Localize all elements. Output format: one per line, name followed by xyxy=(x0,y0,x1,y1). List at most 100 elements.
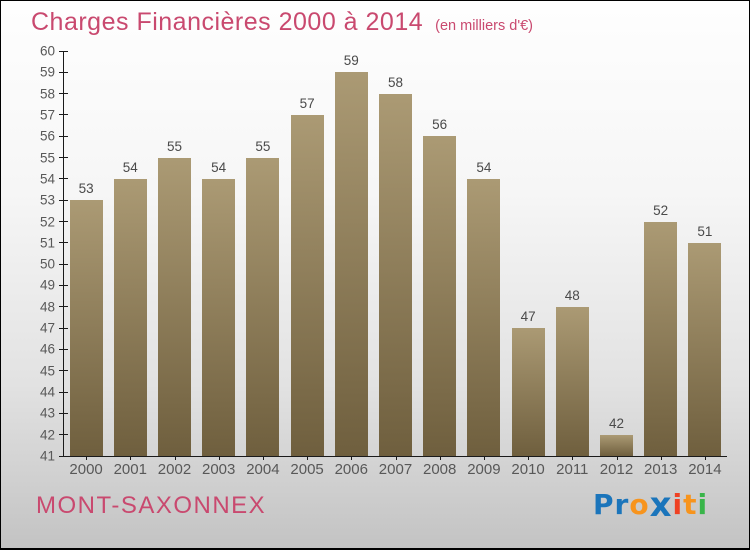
logo-letter: i xyxy=(672,488,684,521)
y-axis-tick-label: 43 xyxy=(39,405,55,421)
bar-value-label: 55 xyxy=(255,138,271,154)
y-axis-tick-label: 49 xyxy=(39,277,55,293)
x-axis-tick-label: 2007 xyxy=(378,461,413,478)
y-axis-tick-label: 46 xyxy=(39,341,55,357)
logo-letter: o xyxy=(629,488,650,521)
y-axis-tick xyxy=(59,71,68,73)
x-axis-tick xyxy=(704,456,706,460)
logo-letter: x xyxy=(649,485,673,525)
x-axis-tick xyxy=(439,456,441,460)
bar-value-label: 53 xyxy=(78,181,94,197)
plot-area: 41 42 43 44 45 46 47 48 49 50 51 52 53 54 55 56 57 58 59 60… xyxy=(40,44,727,478)
x-axis-tick-label: 2012 xyxy=(599,461,634,478)
logo-letter: P xyxy=(593,488,615,521)
x-axis-tick xyxy=(218,456,220,460)
bar-value-label: 54 xyxy=(122,159,138,175)
x-axis-tick xyxy=(307,456,309,460)
bar-2013 xyxy=(644,221,678,456)
bar-value-label: 59 xyxy=(343,53,359,69)
bar-value-label: 51 xyxy=(697,223,713,239)
y-axis-tick xyxy=(59,157,68,159)
y-axis-tick-label: 56 xyxy=(39,128,55,144)
x-axis-tick xyxy=(351,456,353,460)
y-axis-tick xyxy=(59,221,68,223)
x-axis-tick xyxy=(395,456,397,460)
x-axis-tick-label: 2000 xyxy=(69,461,103,478)
x-axis-tick xyxy=(262,456,264,460)
bar-2012 xyxy=(600,434,633,456)
bar-value-label: 58 xyxy=(387,74,403,90)
chart-header: Charges Financières 2000 à 2014 (en mill… xyxy=(31,8,533,37)
bar-2014 xyxy=(688,242,722,456)
bar-2007 xyxy=(379,93,412,456)
y-axis-tick xyxy=(59,434,68,436)
bar-value-label: 47 xyxy=(520,309,536,325)
x-axis-tick-label: 2008 xyxy=(423,461,457,478)
x-axis-tick-label: 2002 xyxy=(157,461,192,478)
x-axis-tick-label: 2010 xyxy=(511,461,545,478)
x-axis-tick-label: 2011 xyxy=(556,461,589,478)
y-axis-tick xyxy=(59,242,68,244)
logo-letter: t xyxy=(683,488,698,521)
y-axis-tick-label: 51 xyxy=(39,235,55,251)
y-axis-tick-label: 41 xyxy=(39,448,55,464)
chart-title: Charges Financières 2000 à 2014 xyxy=(31,8,424,36)
bar-2004 xyxy=(246,157,280,456)
x-axis-tick-label: 2003 xyxy=(202,461,236,478)
x-axis-tick xyxy=(130,456,132,460)
bar-2005 xyxy=(290,114,324,456)
x-axis-tick xyxy=(572,456,574,460)
y-axis-tick xyxy=(59,135,68,137)
x-axis-tick-label: 2004 xyxy=(246,461,280,478)
logo-letter: i xyxy=(697,488,709,521)
y-axis-tick-label: 50 xyxy=(39,256,55,272)
x-axis-tick-label: 2009 xyxy=(467,461,501,478)
x-axis-tick xyxy=(616,456,618,460)
bar-2011 xyxy=(555,306,589,456)
y-axis-tick-label: 54 xyxy=(39,171,55,187)
bar-2010 xyxy=(511,328,545,456)
commune-name: MONT-SAXONNEX xyxy=(36,492,267,519)
y-axis-tick xyxy=(59,370,68,372)
bar-value-label: 52 xyxy=(653,202,669,218)
x-axis-tick-label: 2005 xyxy=(290,461,324,478)
x-axis-tick-label: 2013 xyxy=(644,461,678,478)
x-axis-tick xyxy=(483,456,485,460)
y-axis-tick xyxy=(59,412,68,414)
bar-value-label: 55 xyxy=(166,138,182,154)
y-axis-tick-label: 44 xyxy=(39,384,55,400)
y-axis-tick-label: 57 xyxy=(39,107,55,123)
bar-2003 xyxy=(202,178,236,456)
bar-2008 xyxy=(423,136,457,456)
bar-value-label: 54 xyxy=(476,159,492,175)
y-axis-tick-label: 45 xyxy=(39,362,55,378)
y-axis-tick-label: 48 xyxy=(39,299,55,315)
bar-value-label: 48 xyxy=(564,287,580,303)
y-axis-tick-label: 55 xyxy=(39,149,55,165)
x-axis-tick-label: 2001 xyxy=(113,461,147,478)
y-axis-tick xyxy=(59,178,68,180)
bar-2002 xyxy=(158,157,191,456)
x-axis-tick-label: 2006 xyxy=(334,461,368,478)
bar-value-label: 54 xyxy=(211,159,227,175)
x-axis-tick xyxy=(528,456,530,460)
y-axis-tick xyxy=(59,263,68,265)
y-axis-tick xyxy=(59,455,68,457)
y-axis-tick-label: 53 xyxy=(39,192,55,208)
y-axis-tick xyxy=(59,50,68,52)
bar-value-label: 56 xyxy=(432,117,448,133)
chart-subtitle: (en milliers d'€) xyxy=(435,18,533,34)
y-axis-tick xyxy=(59,199,68,201)
y-axis-tick-label: 59 xyxy=(39,64,55,80)
y-axis-tick-label: 58 xyxy=(39,85,55,101)
y-axis-tick-label: 42 xyxy=(39,426,55,442)
bar-2001 xyxy=(113,178,147,456)
bar-2000 xyxy=(69,200,103,456)
y-axis-tick xyxy=(59,93,68,95)
y-axis-tick xyxy=(59,284,68,286)
bar-2006 xyxy=(334,72,368,456)
bar-value-label: 57 xyxy=(299,95,315,111)
y-axis-tick-label: 52 xyxy=(39,213,55,229)
y-axis-tick xyxy=(59,391,68,393)
